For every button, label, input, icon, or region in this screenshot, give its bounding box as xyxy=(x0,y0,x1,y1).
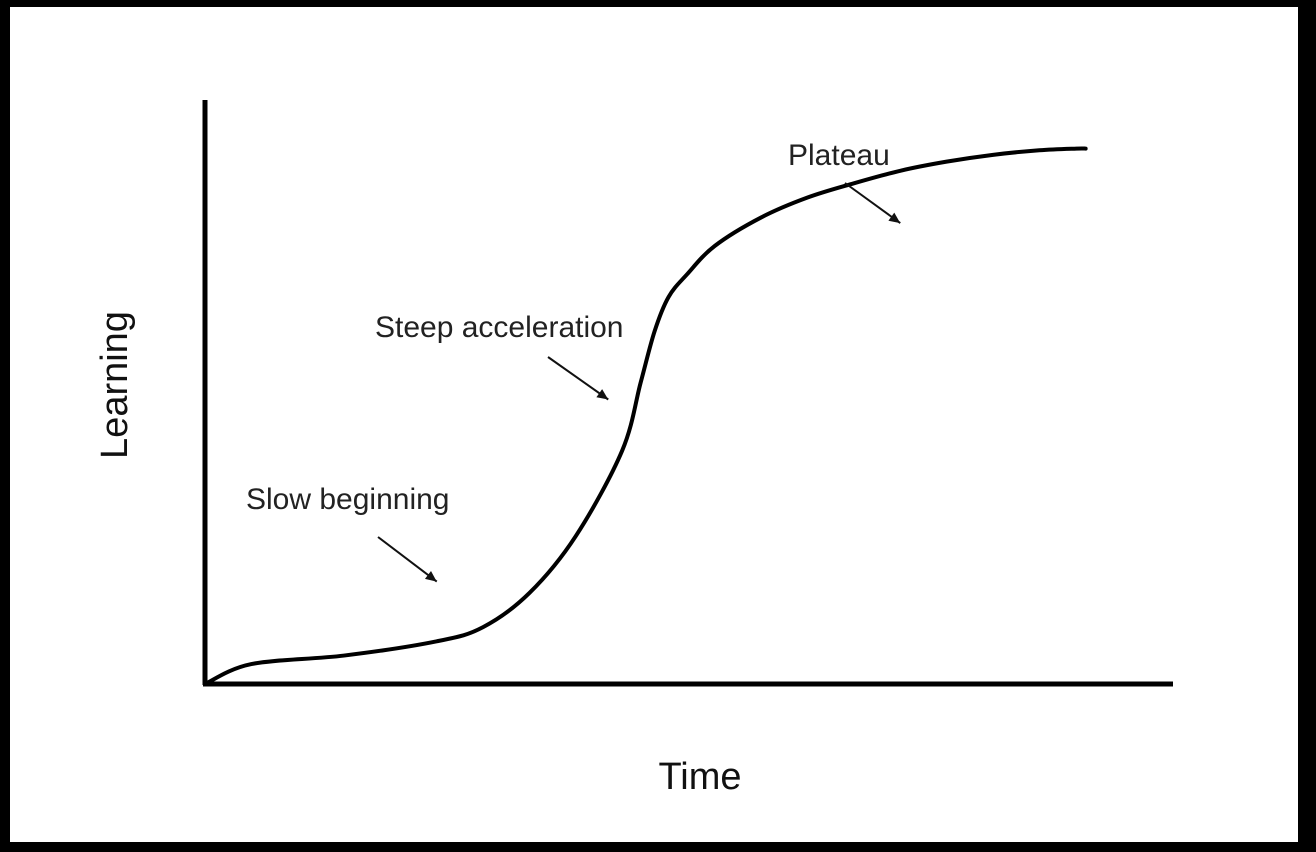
annotation-arrow-head xyxy=(888,212,901,224)
annotation-arrow-head xyxy=(424,570,437,582)
annotation-arrow-shaft xyxy=(844,182,901,224)
annotation-label: Plateau xyxy=(788,139,890,172)
annotation-arrow-head xyxy=(596,389,609,400)
annotations-group: Slow beginning Steep acceleration Plateau xyxy=(246,139,901,583)
annotation-label: Steep acceleration xyxy=(375,311,624,344)
annotation-arrow-shaft xyxy=(377,536,438,583)
axes xyxy=(202,100,1173,687)
figure-frame: Slow beginning Steep acceleration Plateau … xyxy=(10,7,1298,842)
annotation-arrow-shaft xyxy=(547,356,609,401)
x-axis-title: Time xyxy=(658,756,741,798)
annotation-label: Slow beginning xyxy=(246,483,449,516)
learning-curve-line xyxy=(203,146,1088,686)
series-group xyxy=(203,146,1088,686)
y-axis-title: Learning xyxy=(94,311,136,459)
